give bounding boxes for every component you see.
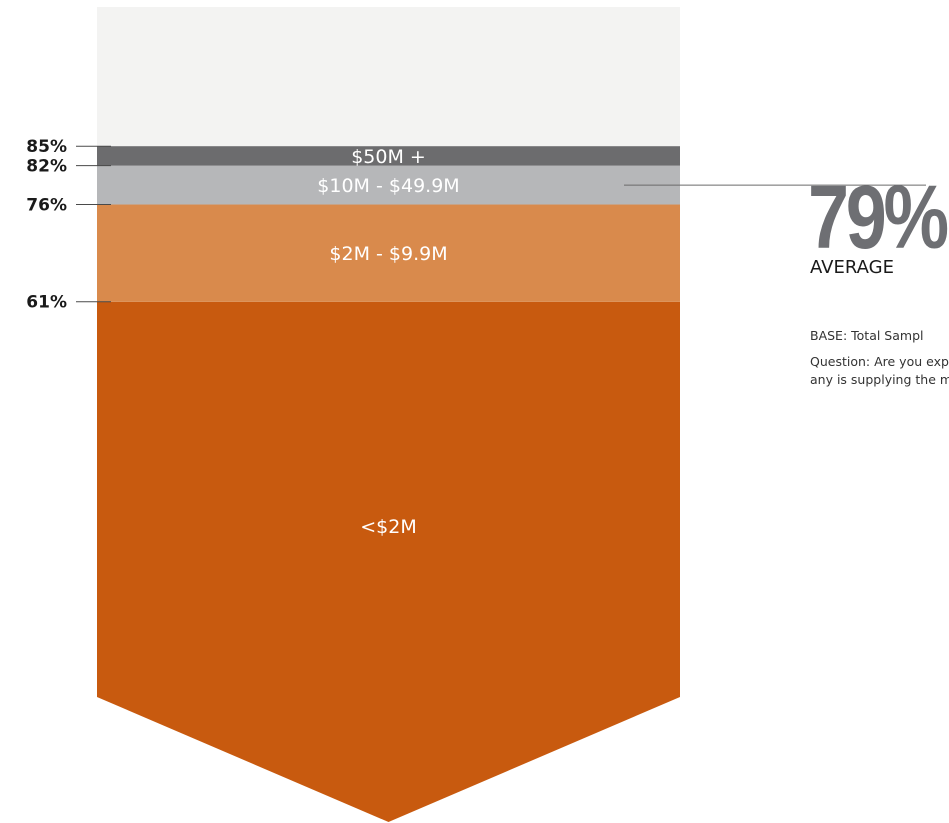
base-note: BASE: Total Sampl bbox=[810, 328, 924, 343]
band-10m-49-9m bbox=[97, 165, 680, 205]
band-50m bbox=[97, 146, 680, 166]
band-2m bbox=[97, 301, 680, 823]
band-label: $10M - $49.9M bbox=[317, 175, 459, 197]
tick-label: 61% bbox=[26, 293, 67, 313]
tick-label: 82% bbox=[26, 157, 67, 177]
band-2m-9-9m bbox=[97, 204, 680, 302]
tick-label: 76% bbox=[26, 196, 67, 216]
band-label: $2M - $9.9M bbox=[329, 243, 447, 265]
band-label: $50M + bbox=[351, 146, 426, 168]
question-note: Question: Are you experiencing any is su… bbox=[810, 354, 949, 387]
average-label: AVERAGE bbox=[810, 257, 894, 278]
band-label: <$2M bbox=[360, 516, 417, 538]
tick-label: 85% bbox=[26, 137, 67, 157]
funnel-background bbox=[97, 7, 680, 147]
average-value: 79% bbox=[808, 168, 949, 268]
